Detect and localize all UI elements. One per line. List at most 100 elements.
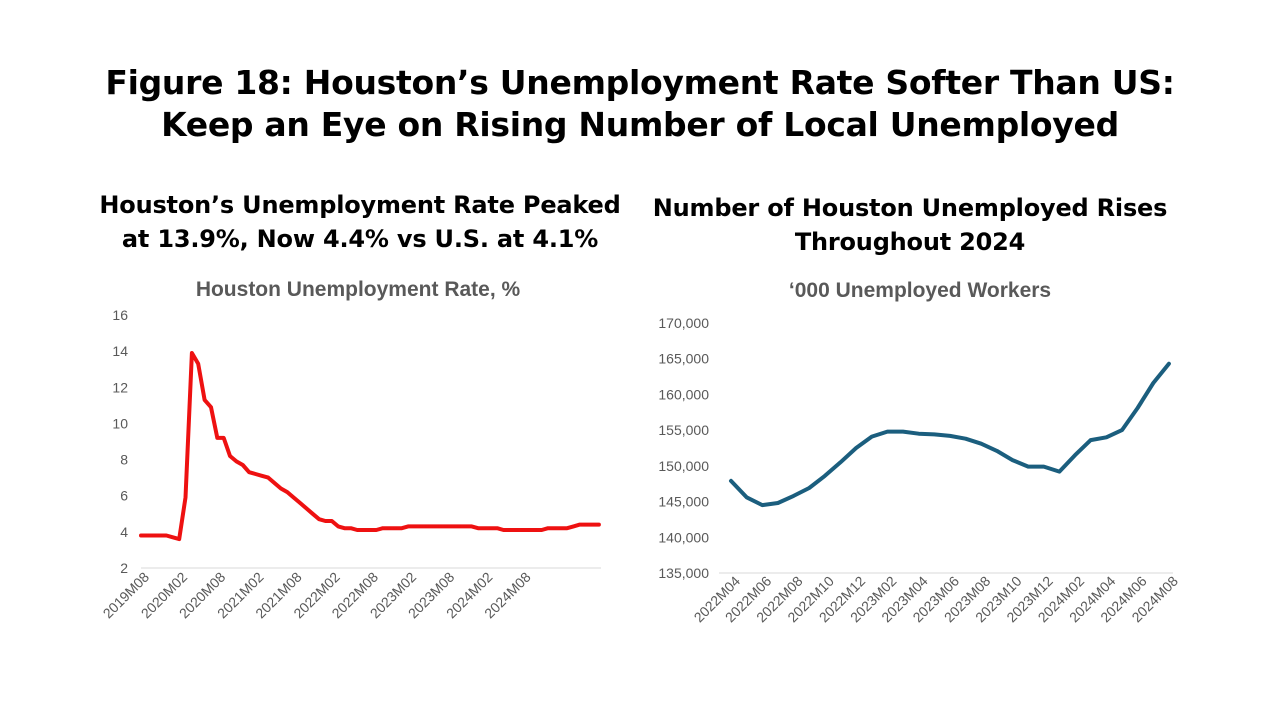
data-point [495,526,499,530]
chart-title-right: ‘000 Unemployed Workers [789,279,1051,302]
y-tick-label: 145,000 [658,494,709,510]
figure-title: Figure 18: Houston’s Unemployment Rate S… [0,62,1280,146]
y-tick-label: 16 [112,307,128,323]
data-point [196,362,200,366]
data-point [584,523,588,527]
data-point [527,528,531,532]
y-tick-label: 165,000 [658,351,709,367]
data-point [304,506,308,510]
data-point [164,533,168,538]
left-subtitle-line-2: at 13.9%, Now 4.4% vs U.S. at 4.1% [121,225,599,253]
data-point [145,533,149,538]
data-point [406,524,410,529]
data-point [234,459,238,463]
data-point [387,526,391,530]
y-tick-label: 160,000 [658,386,709,402]
data-point [776,501,780,505]
data-point [317,517,321,521]
data-point [979,442,983,446]
data-point [228,454,232,458]
right-panel-subtitle: Number of Houston Unemployed Rises Throu… [630,191,1190,259]
left-subtitle-line-1: Houston’s Unemployment Rate Peaked [99,191,621,219]
figure-title-line-2: Keep an Eye on Rising Number of Local Un… [161,105,1119,144]
houston-unemployment-rate-chart: Houston Unemployment Rate, % 2 4 6 8 10 12 14 1… [100,278,601,621]
y-tick-label: 2 [120,560,128,576]
data-point [444,524,448,529]
data-point [745,495,749,499]
data-point [463,524,467,529]
data-point [330,519,334,523]
data-point [1042,465,1046,469]
data-point [355,528,359,532]
data-point [1167,362,1171,366]
data-point [760,503,764,507]
houston-unemployed-workers-chart: ‘000 Unemployed Workers 135,000 140,000 14… [658,279,1181,625]
y-tick-label: 12 [112,379,128,395]
data-point [432,524,436,529]
data-point [854,446,858,450]
data-point [591,523,595,527]
data-point [285,490,289,494]
data-point [1104,435,1108,439]
data-point [158,533,162,538]
data-point [1136,406,1140,410]
data-point [533,528,537,532]
data-point [349,526,353,530]
y-tick-label: 6 [120,488,128,504]
data-point [870,435,874,439]
data-point [565,526,569,530]
data-point [807,486,811,490]
data-point [451,524,455,529]
data-point [482,526,486,530]
data-point [470,524,474,529]
data-point [1026,465,1030,469]
data-point [476,526,480,530]
data-point [279,486,283,491]
data-point [571,524,576,529]
data-point [823,474,827,478]
data-point [1151,381,1155,385]
y-tick-label: 150,000 [658,458,709,474]
data-point [336,524,340,529]
data-point [729,479,733,483]
data-point [209,405,213,409]
data-point [508,528,512,532]
data-point [183,495,188,500]
data-point [362,528,366,532]
data-point [932,432,936,436]
data-point [247,470,251,474]
data-point [901,430,905,434]
data-point [368,528,372,532]
data-point [597,523,601,527]
data-point [342,526,347,530]
data-point [948,434,952,438]
y-tick-label: 135,000 [658,565,709,581]
data-point [393,526,397,530]
right-subtitle-line-1: Number of Houston Unemployed Rises [652,194,1168,222]
y-tick-label: 14 [112,343,128,359]
data-point [253,472,258,476]
y-tick-label: 155,000 [658,422,709,438]
data-point [177,537,181,541]
y-tick-label: 140,000 [658,529,709,545]
data-point [311,512,315,516]
data-point [995,449,999,453]
data-point [1010,458,1015,462]
data-point [292,495,296,500]
y-tick-label: 8 [120,452,128,468]
data-point [540,528,544,532]
right-subtitle-line-2: Throughout 2024 [794,228,1026,256]
data-point [578,523,582,527]
y-tick-label: 170,000 [658,315,709,331]
data-point [546,526,550,530]
y-tick-label: 10 [112,415,128,431]
data-point [400,526,404,530]
data-point [203,398,207,402]
data-point [438,524,442,529]
data-point [241,463,245,467]
data-point [419,524,423,529]
data-point [412,524,417,529]
data-point [190,351,194,355]
data-point [171,535,175,539]
